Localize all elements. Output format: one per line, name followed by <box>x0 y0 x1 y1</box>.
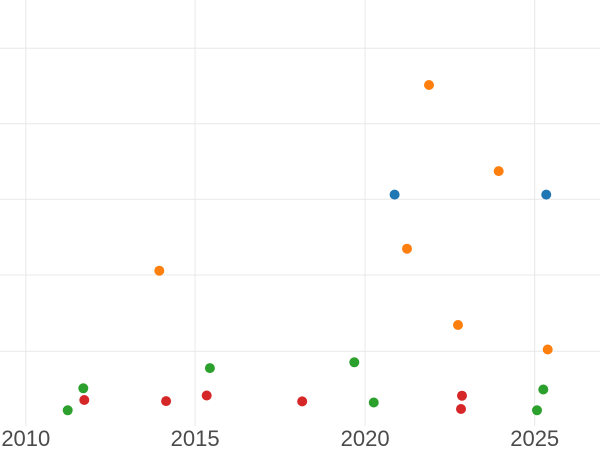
svg-text:2025: 2025 <box>510 426 559 450</box>
svg-text:2015: 2015 <box>171 426 220 450</box>
svg-text:2010: 2010 <box>1 426 50 450</box>
svg-text:2020: 2020 <box>341 426 390 450</box>
